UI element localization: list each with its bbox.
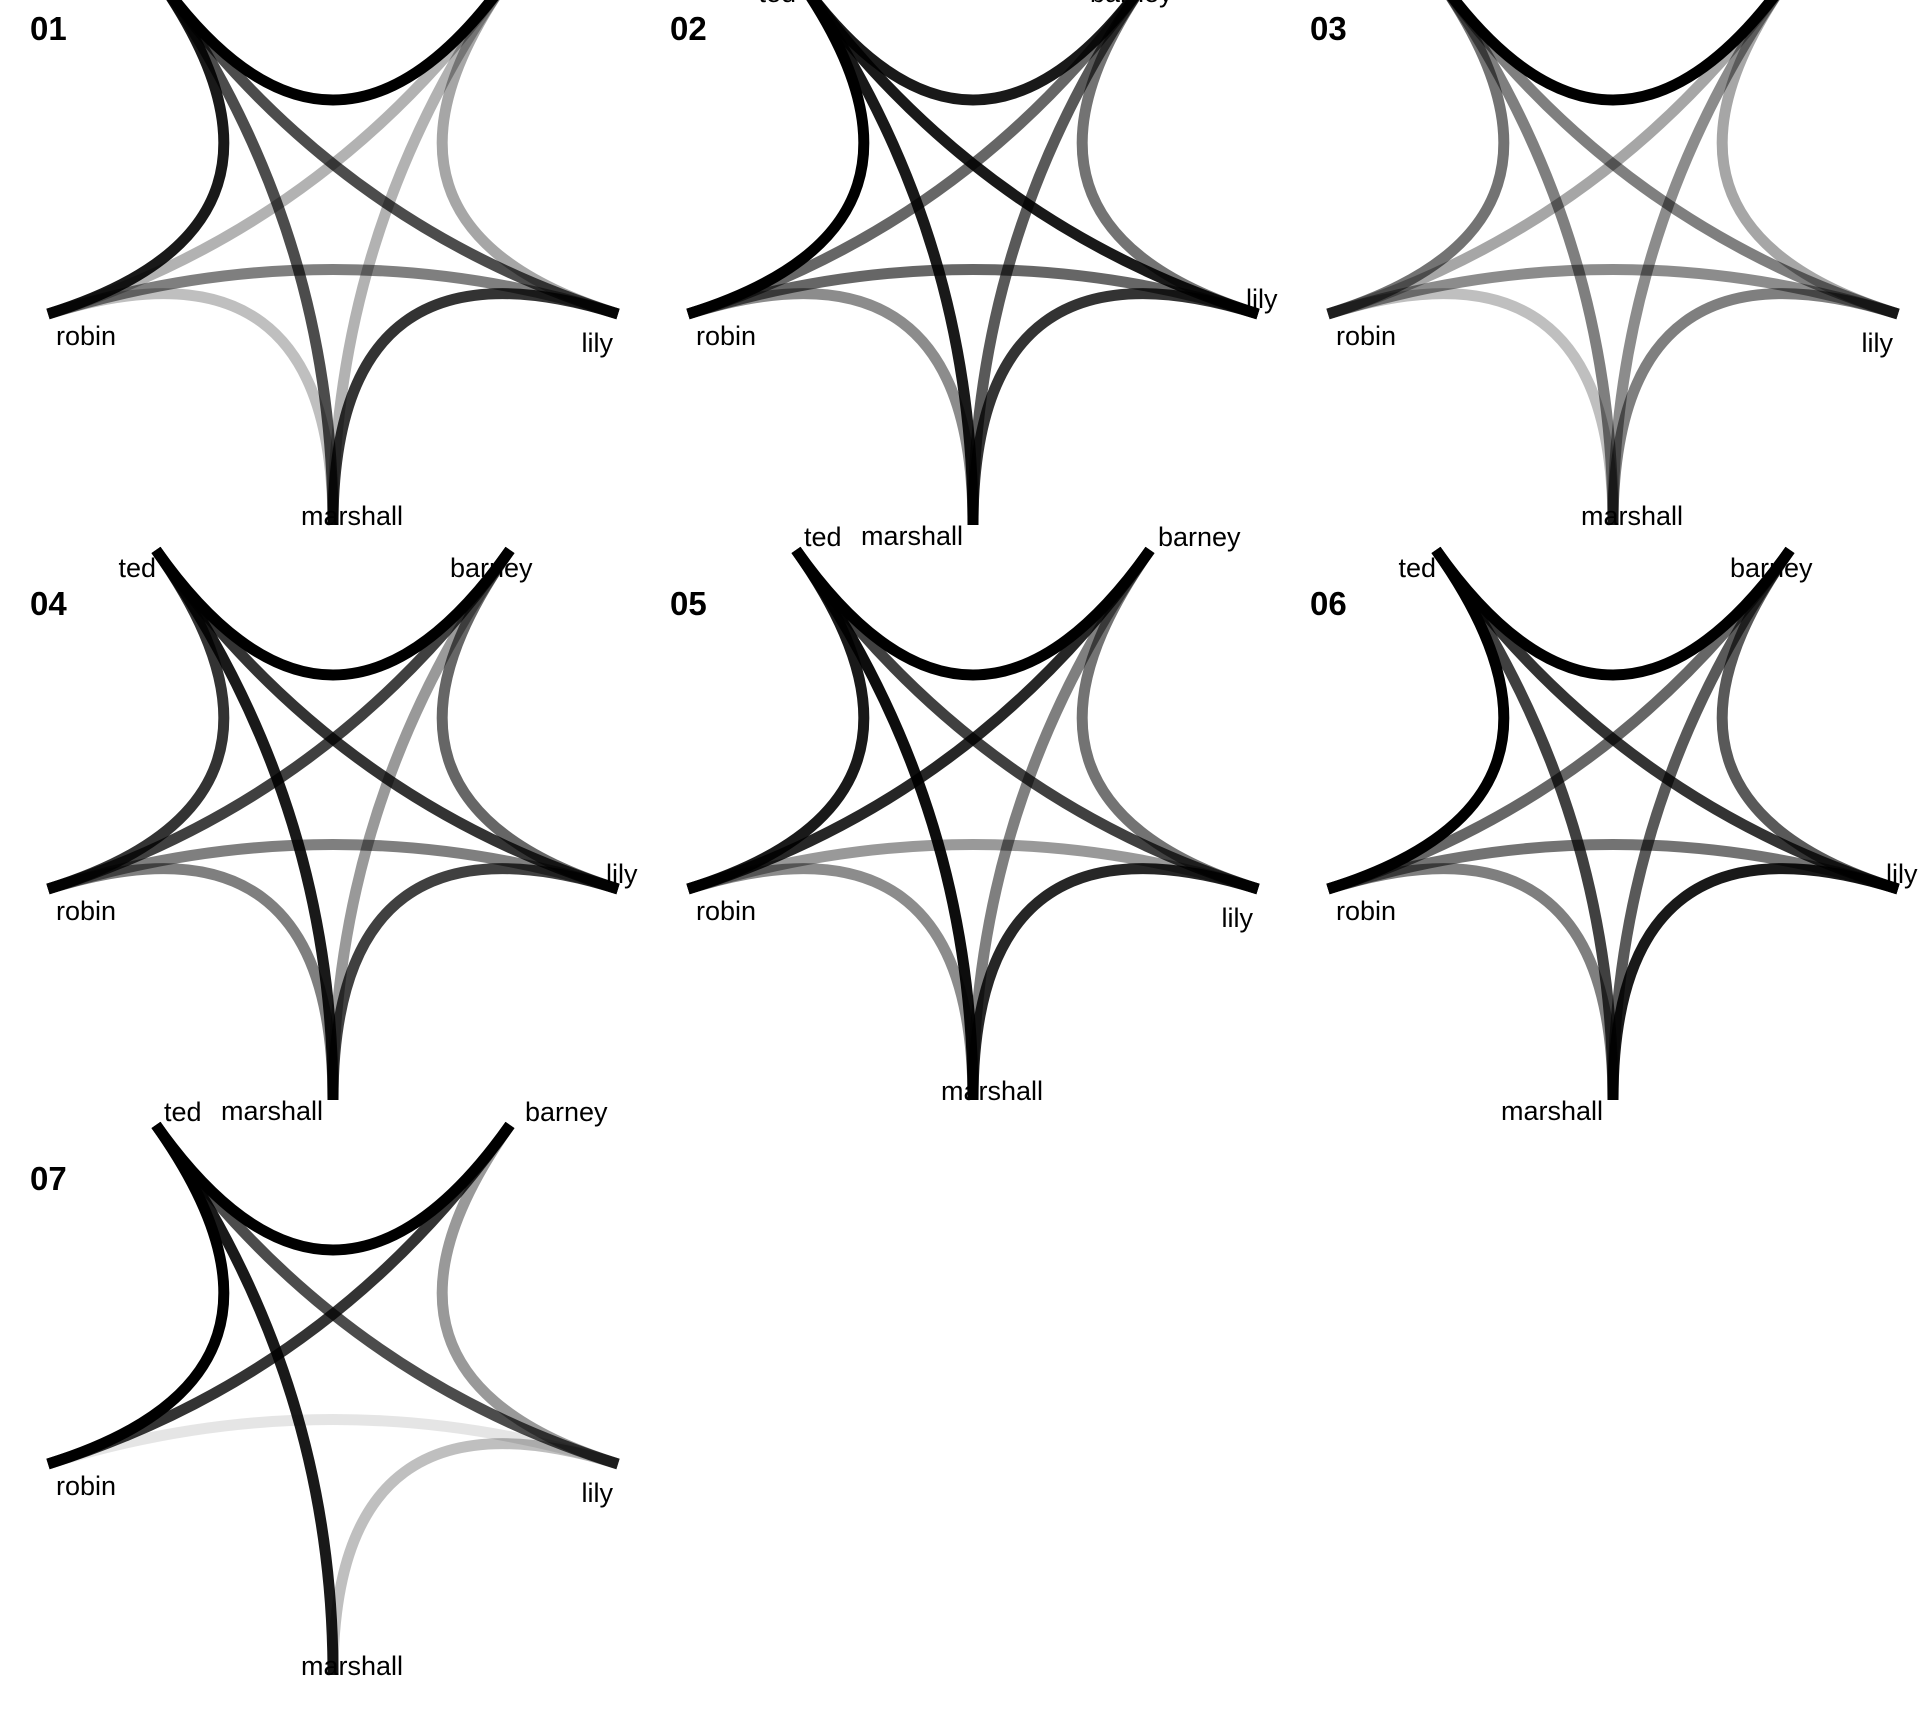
node-label-robin: robin [1336, 321, 1396, 351]
edge-marshall-robin [46, 288, 339, 526]
edge-lily-robin [46, 264, 620, 320]
edge-barney-marshall [1607, 546, 1795, 1101]
edge-barney-robin [46, 546, 515, 895]
edge-ted-marshall [791, 546, 979, 1101]
edge-ted-marshall [151, 546, 339, 1101]
edge-lily-marshall [327, 1438, 620, 1676]
node-label-ted: ted [164, 1097, 202, 1127]
node-label-marshall: marshall [941, 1076, 1043, 1106]
edge-marshall-robin [686, 863, 979, 1101]
edge-lily-marshall [327, 863, 620, 1101]
edge-barney-lily [1716, 0, 1900, 320]
node-label-ted: ted [1398, 553, 1436, 583]
edge-marshall-robin [46, 863, 339, 1101]
panel-06: 06 ted barney lily marshall robin [1310, 546, 1918, 1126]
edge-barney-robin [686, 546, 1155, 895]
panel-04: 04 ted barney lily marshall robin [30, 546, 638, 1126]
edge-barney-marshall [327, 546, 515, 1101]
panel-03: 03tedbarneylilymarshallrobin [1310, 0, 1900, 531]
edge-marshall-robin [1326, 288, 1619, 526]
panel-label: 05 [670, 585, 707, 622]
edge-barney-lily [436, 546, 620, 895]
panel-label: 02 [670, 10, 707, 47]
node-label-marshall: marshall [301, 501, 403, 531]
edge-barney-marshall [967, 546, 1155, 1101]
node-label-marshall: marshall [1501, 1096, 1603, 1126]
edge-barney-robin [46, 1121, 515, 1470]
node-label-robin: robin [1336, 896, 1396, 926]
panel-label: 01 [30, 10, 67, 47]
node-label-ted: ted [118, 553, 156, 583]
node-label-barney: barney [1090, 0, 1173, 8]
edge-lily-marshall [327, 288, 620, 526]
edge-lily-robin [686, 839, 1260, 895]
panel-label: 04 [30, 585, 67, 622]
edge-ted-lily [167, 0, 620, 320]
edge-barney-robin [46, 0, 499, 320]
node-label-lily: lily [582, 328, 614, 358]
panel-05: 05 ted barney lily marshall robin [670, 522, 1260, 1106]
node-label-lily: lily [582, 1478, 614, 1508]
panel-label: 07 [30, 1160, 67, 1197]
node-label-lily: lily [1222, 903, 1254, 933]
panel-07: 07 ted barney lily marshall robin [30, 1097, 620, 1681]
node-label-robin: robin [696, 321, 756, 351]
node-label-marshall: marshall [1581, 501, 1683, 531]
node-label-lily: lily [1246, 284, 1278, 314]
edge-ted-robin [686, 0, 870, 320]
edge-barney-robin [1326, 0, 1779, 320]
edge-lily-marshall [967, 288, 1260, 526]
edge-barney-robin [1326, 546, 1795, 895]
node-label-ted: ted [804, 522, 842, 552]
node-label-marshall: marshall [861, 521, 963, 551]
edge-lily-robin [1326, 264, 1900, 320]
node-label-lily: lily [1862, 328, 1894, 358]
edge-ted-marshall [1431, 546, 1619, 1101]
edge-barney-lily [436, 1121, 620, 1470]
edge-marshall-robin [686, 288, 979, 526]
node-label-barney: barney [525, 1097, 608, 1127]
panel-label: 06 [1310, 585, 1347, 622]
node-label-ted: ted [758, 0, 796, 8]
edge-lily-robin [686, 264, 1260, 320]
edge-ted-lily [1447, 0, 1900, 320]
edge-ted-robin [46, 0, 230, 320]
edge-ted-lily [151, 1121, 620, 1470]
node-label-marshall: marshall [221, 1096, 323, 1126]
node-label-robin: robin [696, 896, 756, 926]
panel-01: 01tedbarneylilymarshallrobin [30, 0, 620, 531]
node-label-robin: robin [56, 1471, 116, 1501]
node-label-lily: lily [606, 859, 638, 889]
edge-lily-robin [46, 1414, 620, 1470]
panel-02: 02 ted barney lily marshall robin [670, 0, 1278, 551]
edge-barney-lily [436, 0, 620, 320]
node-label-robin: robin [56, 321, 116, 351]
node-label-barney: barney [1730, 553, 1813, 583]
edge-lily-marshall [1607, 863, 1900, 1101]
node-label-barney: barney [1158, 522, 1241, 552]
node-label-lily: lily [1886, 859, 1918, 889]
edge-ted-robin [1326, 0, 1510, 320]
panel-label: 03 [1310, 10, 1347, 47]
node-label-robin: robin [56, 896, 116, 926]
edge-lily-marshall [967, 863, 1260, 1101]
edge-lily-marshall [1607, 288, 1900, 526]
edge-marshall-robin [1326, 863, 1619, 1101]
edge-ted-marshall [151, 1121, 339, 1676]
edge-barney-robin [686, 0, 1139, 320]
node-label-barney: barney [450, 553, 533, 583]
node-label-marshall: marshall [301, 1651, 403, 1681]
